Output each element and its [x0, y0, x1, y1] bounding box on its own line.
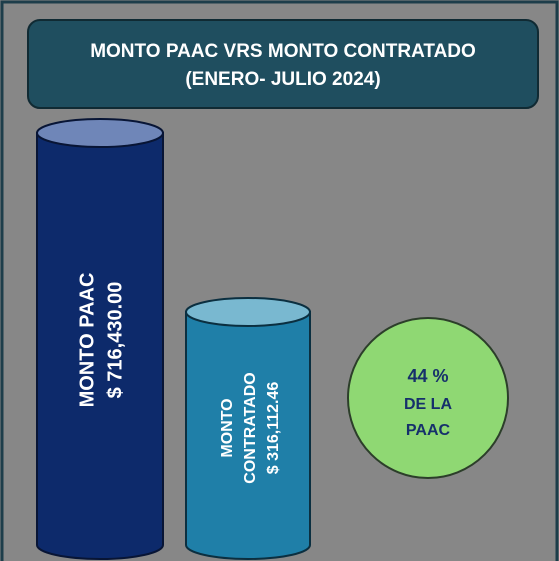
cylinder-top: [36, 118, 164, 148]
cylinder-label: CONTRATADO: [242, 372, 259, 483]
cylinder-amount: $ 716,430.00: [104, 282, 126, 399]
badge: 44 % DE LA PAAC: [347, 317, 509, 479]
title-line: MONTO PAAC VRS MONTO CONTRATADO: [90, 41, 476, 62]
badge-circle: [347, 317, 509, 479]
title-box: [27, 19, 539, 109]
cylinder-body: [185, 311, 311, 560]
cylinder-body: [36, 132, 164, 560]
badge-text: 44 %: [407, 366, 448, 386]
cylinder-top: [185, 297, 311, 327]
cylinder: MONTO PAAC $ 716,430.00: [36, 118, 164, 560]
cylinder-label: MONTO PAAC: [76, 273, 98, 408]
cylinder-label: MONTO: [219, 398, 236, 457]
title-line: (ENERO- JULIO 2024): [185, 69, 380, 90]
cylinder-amount: $ 316,112.46: [265, 382, 282, 475]
badge-text: PAAC: [406, 422, 451, 439]
cylinder: MONTO CONTRATADO $ 316,112.46: [185, 297, 311, 560]
badge-text: DE LA: [404, 396, 452, 413]
